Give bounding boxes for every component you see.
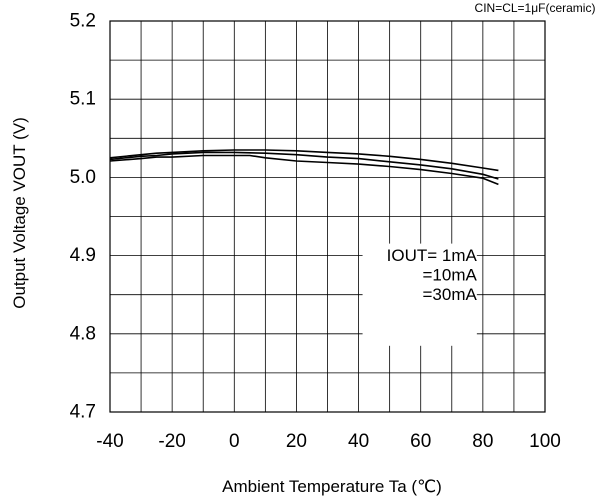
x-tick-label: 60 xyxy=(410,431,431,452)
legend-entry-10ma: =10mA xyxy=(423,266,478,285)
y-tick-label: 5.2 xyxy=(70,11,96,32)
legend-background xyxy=(362,243,477,346)
x-tick-label: -40 xyxy=(96,431,123,452)
grid-lines xyxy=(110,21,545,412)
x-tick-label: 20 xyxy=(286,431,307,452)
legend-entry-30ma: =30mA xyxy=(423,285,478,304)
series-layer xyxy=(109,149,499,186)
x-tick-label: 100 xyxy=(529,431,561,452)
series-line-1 xyxy=(109,149,499,172)
x-tick-label: 40 xyxy=(348,431,369,452)
y-axis-label: Output Voltage VOUT (V) xyxy=(10,117,29,309)
y-tick-label: 4.7 xyxy=(70,402,96,423)
chart-subtitle: CIN=CL=1μF(ceramic) xyxy=(475,1,595,15)
x-tick-label: 80 xyxy=(472,431,493,452)
y-tick-label: 4.9 xyxy=(70,245,96,266)
y-tick-label: 4.8 xyxy=(70,323,96,344)
y-tick-label: 5.1 xyxy=(70,89,96,110)
x-tick-labels: -40 -20 0 20 40 60 80 100 xyxy=(96,431,561,452)
plot-frame xyxy=(109,20,546,413)
y-tick-labels: 4.7 4.8 4.9 5.0 5.1 5.2 xyxy=(70,11,96,423)
series-line-3 xyxy=(109,154,499,186)
x-tick-label: 0 xyxy=(229,431,240,452)
x-tick-label: -20 xyxy=(158,431,185,452)
x-axis-label: Ambient Temperature Ta (℃) xyxy=(222,477,442,496)
legend-entry-1ma: IOUT= 1mA xyxy=(387,246,478,265)
y-tick-label: 5.0 xyxy=(70,167,96,188)
legend: IOUT= 1mA =10mA =30mA xyxy=(362,243,478,346)
series-line-2 xyxy=(109,151,499,180)
